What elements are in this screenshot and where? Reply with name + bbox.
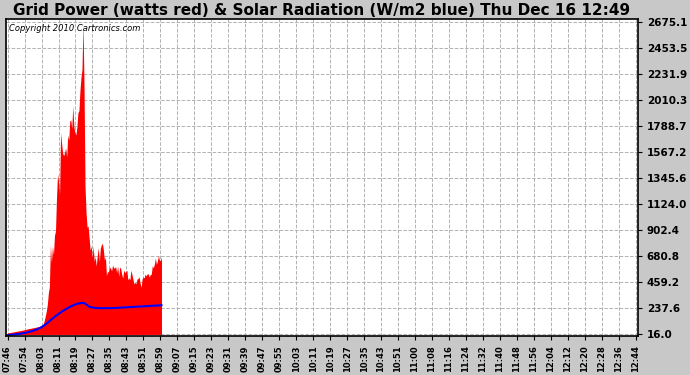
Title: Grid Power (watts red) & Solar Radiation (W/m2 blue) Thu Dec 16 12:49: Grid Power (watts red) & Solar Radiation…: [13, 3, 630, 18]
Text: Copyright 2010 Cartronics.com: Copyright 2010 Cartronics.com: [9, 24, 140, 33]
